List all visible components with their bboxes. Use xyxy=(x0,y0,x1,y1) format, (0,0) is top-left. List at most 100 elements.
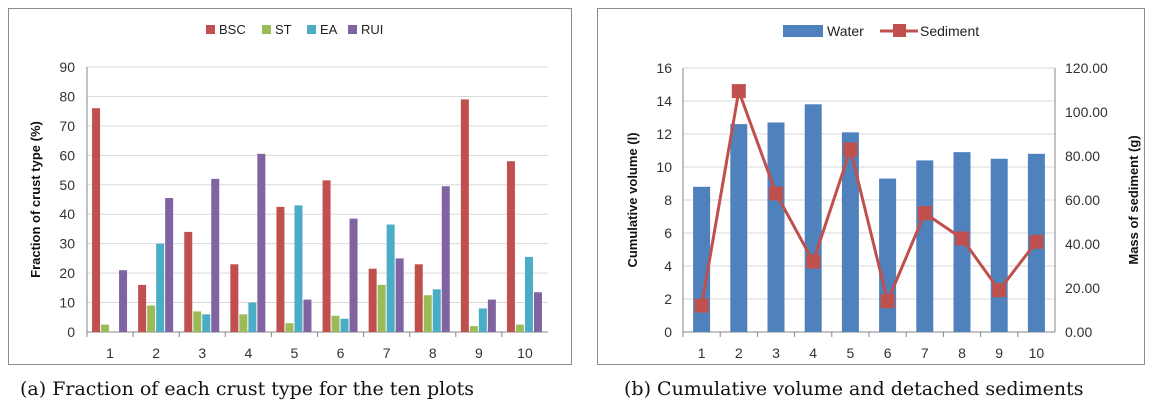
chart-a-bar-ea xyxy=(340,318,349,332)
chart-a-bar-rui xyxy=(395,258,404,332)
chart-b-ytick-label: 8 xyxy=(664,192,672,208)
chart-b-ytick-label: 6 xyxy=(664,225,672,241)
chart-a-ytick-label: 90 xyxy=(59,59,75,75)
chart-b-marker-sediment xyxy=(731,84,746,99)
chart-a-bar-bsc xyxy=(460,99,469,332)
chart-b-xtick-label: 3 xyxy=(772,345,780,361)
legend-a-label-bsc: BSC xyxy=(219,22,246,37)
chart-a-bar-st xyxy=(423,295,432,332)
legend-a-label-ea: EA xyxy=(320,22,338,37)
chart-a-ytick-label: 60 xyxy=(59,147,75,163)
chart-b-y2tick-label: 80.00 xyxy=(1065,148,1100,164)
chart-b-bar-water xyxy=(767,122,785,332)
chart-b-marker-sediment xyxy=(694,298,709,313)
chart-b-ytick-label: 14 xyxy=(656,93,672,109)
chart-a-ytick-label: 40 xyxy=(59,206,75,222)
chart-a-bar-bsc xyxy=(368,268,377,332)
legend-b-swatch-sediment-marker xyxy=(893,24,906,37)
chart-a-bar-bsc xyxy=(230,264,239,332)
chart-a-bar-ea xyxy=(432,289,441,332)
chart-a-bar-rui xyxy=(487,299,496,332)
chart-a-bar-bsc xyxy=(184,231,193,332)
chart-b-xtick-label: 10 xyxy=(1029,345,1045,361)
legend-a-swatch-ea xyxy=(307,25,316,34)
chart-b-y2tick-label: 40.00 xyxy=(1065,236,1100,252)
chart-b-marker-sediment xyxy=(806,254,821,269)
chart-b-marker-sediment xyxy=(955,231,969,246)
chart-a-bar-st xyxy=(377,284,386,332)
legend-b-label-sediment: Sediment xyxy=(920,23,979,39)
chart-a-bar-rui xyxy=(211,178,220,332)
chart-a-bar-st xyxy=(469,326,478,332)
crust-fraction-chart: 0 10 20 30 40 50 60 70 80 90 Fraction of crust typ… xyxy=(8,8,572,365)
chart-b-marker-sediment xyxy=(880,294,895,309)
chart-b-ytick-label: 0 xyxy=(664,324,672,340)
chart-b-y2tick-label: 0.00 xyxy=(1065,324,1092,340)
chart-b-bar-water xyxy=(841,132,859,332)
chart-a-bar-bsc xyxy=(322,180,331,332)
chart-a-ytick-label: 0 xyxy=(67,324,75,340)
chart-b-frame xyxy=(597,8,1145,365)
legend-a-swatch-st xyxy=(262,25,271,34)
caption-a: (a) Fraction of each crust type for the … xyxy=(20,378,475,400)
chart-b-ytick-label: 10 xyxy=(656,159,672,175)
chart-a-bar-rui xyxy=(257,153,266,332)
chart-b-ylabel: Cumulative volume (l) xyxy=(625,132,640,267)
chart-a-bar-rui xyxy=(349,218,358,332)
chart-b-xtick-label: 6 xyxy=(884,345,892,361)
chart-a-bar-bsc xyxy=(92,108,101,332)
chart-a-bar-ea xyxy=(478,308,487,332)
chart-a-bar-bsc xyxy=(414,264,423,332)
chart-b-xtick-label: 8 xyxy=(958,345,966,361)
chart-b-ytick-label: 16 xyxy=(656,60,672,76)
chart-b-xtick-label: 2 xyxy=(735,345,743,361)
chart-b-bar-water xyxy=(916,160,934,332)
chart-a-xtick-label: 10 xyxy=(517,345,533,361)
chart-a-xtick-label: 6 xyxy=(337,345,345,361)
chart-a-xtick-label: 8 xyxy=(429,345,437,361)
chart-a-ytick-label: 50 xyxy=(59,177,75,193)
chart-a-bar-rui xyxy=(165,198,174,332)
chart-b-y2tick-label: 20.00 xyxy=(1065,280,1100,296)
chart-a-ytick-label: 30 xyxy=(59,236,75,252)
chart-b-xtick-label: 5 xyxy=(847,345,855,361)
chart-a-bar-st xyxy=(285,323,294,332)
chart-a-bar-rui xyxy=(441,186,450,332)
chart-a-bar-st xyxy=(147,305,156,332)
chart-b-xtick-label: 4 xyxy=(809,345,817,361)
chart-a-bar-bsc xyxy=(276,206,285,332)
chart-b-y2label: Mass of sediment (g) xyxy=(1126,135,1141,264)
chart-b-bar-water xyxy=(804,104,822,332)
chart-a-ylabel: Fraction of crust type (%) xyxy=(28,121,43,278)
chart-b-marker-sediment xyxy=(992,283,1007,298)
chart-b-xtick-label: 1 xyxy=(698,345,706,361)
chart-a-xtick-label: 3 xyxy=(198,345,206,361)
chart-a-ytick-label: 10 xyxy=(59,295,75,311)
chart-a-bar-ea xyxy=(386,224,395,332)
chart-b-ytick-label: 12 xyxy=(656,126,672,142)
chart-a-bar-ea xyxy=(294,205,303,332)
chart-a-bar-ea xyxy=(156,243,165,332)
chart-a-bar-ea xyxy=(524,256,533,332)
chart-b-marker-sediment xyxy=(843,142,858,157)
chart-b-bar-water xyxy=(990,158,1008,332)
legend-a-swatch-bsc xyxy=(206,25,215,34)
chart-a-ytick-label: 70 xyxy=(59,118,75,134)
chart-b-marker-sediment xyxy=(769,186,783,201)
chart-b-y2tick-label: 120.00 xyxy=(1065,60,1108,76)
chart-a-bar-rui xyxy=(119,270,128,332)
legend-a-label-rui: RUI xyxy=(361,22,383,37)
chart-b-y2tick-label: 60.00 xyxy=(1065,192,1100,208)
legend-b-swatch-water xyxy=(783,25,823,37)
chart-b-ytick-label: 4 xyxy=(664,258,672,274)
chart-b-marker-sediment xyxy=(1029,234,1044,249)
chart-a-bar-bsc xyxy=(506,161,515,332)
chart-a-bar-rui xyxy=(533,292,542,332)
chart-a-bar-st xyxy=(331,315,340,332)
chart-b-line-sediment xyxy=(700,85,1038,306)
volume-sediment-chart: 02468101214160.0020.0040.0060.0080.00100… xyxy=(597,8,1145,365)
chart-a-xtick-label: 9 xyxy=(475,345,483,361)
chart-a-ytick-label: 20 xyxy=(59,265,75,281)
chart-a-bar-rui xyxy=(303,299,312,332)
chart-a-bar-st xyxy=(101,324,110,332)
